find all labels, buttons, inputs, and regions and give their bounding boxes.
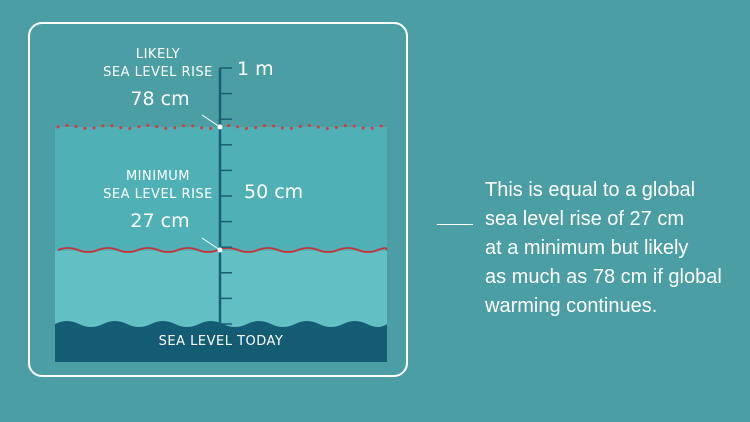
sea-level-today-band [55,321,387,362]
scale-ticks [220,67,232,325]
scale-mid-label: 50 cm [244,181,303,203]
minimum-label-line2: SEA LEVEL RISE [103,187,213,202]
likely-pointer [201,114,221,128]
scale-top-label: 1 m [237,58,274,80]
likely-label-line1: LIKELY [136,47,180,62]
minimum-label-line1: MINIMUM [126,169,190,184]
minimum-value: 27 cm [130,210,189,232]
description-pointer [437,224,473,225]
description-text: This is equal to a global sea level rise… [485,179,722,317]
minimum-marker [217,247,223,253]
likely-marker [217,124,223,130]
sea-level-today-label: SEA LEVEL TODAY [159,334,284,349]
sea-level-diagram: 1 m 50 cm LIKELY SEA LEVEL RISE 78 cm MI… [55,47,388,362]
diagram-card: 1 m 50 cm LIKELY SEA LEVEL RISE 78 cm MI… [28,22,408,377]
minimum-rise-line [57,247,388,253]
likely-rise-line [56,124,388,130]
minimum-pointer [201,237,221,251]
likely-label-line2: SEA LEVEL RISE [103,65,213,80]
likely-value: 78 cm [130,88,189,110]
